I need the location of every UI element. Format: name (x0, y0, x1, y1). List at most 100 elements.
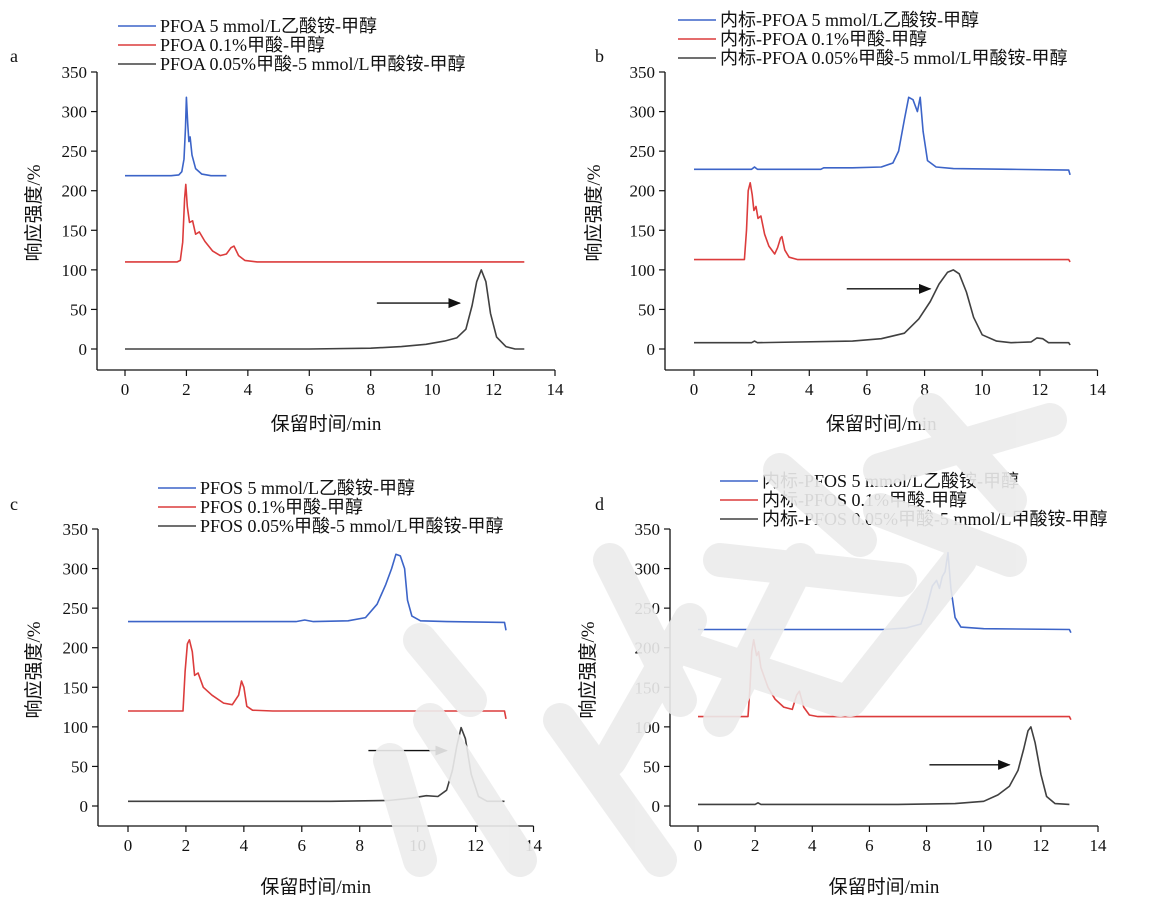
x-tick-label: 4 (240, 836, 249, 855)
y-tick-label: 300 (635, 560, 661, 579)
x-tick-label: 0 (124, 836, 133, 855)
y-tick-label: 200 (635, 639, 661, 658)
series-line (128, 553, 507, 631)
x-axis-label: 保留时间/min (260, 876, 371, 898)
series-line (698, 551, 1072, 634)
x-tick-label: 6 (298, 836, 307, 855)
y-tick-label: 200 (63, 639, 89, 658)
x-tick-label: 6 (865, 836, 874, 855)
legend-entry: 内标-PFOS 0.1%甲酸-甲醇 (762, 490, 967, 510)
y-tick-label: 350 (635, 520, 661, 539)
x-tick-label: 8 (922, 836, 931, 855)
legend-entry: 内标-PFOA 5 mmol/L乙酸铵-甲醇 (720, 10, 979, 30)
series-line (698, 639, 1072, 721)
panel-letter: b (595, 46, 604, 66)
x-tick-label: 2 (747, 380, 756, 399)
y-tick-label: 150 (63, 678, 89, 697)
y-tick-label: 250 (62, 142, 88, 161)
series-line (125, 269, 525, 350)
y-tick-label: 50 (71, 757, 88, 776)
y-axis-label: 响应强度/% (23, 621, 45, 718)
y-tick-label: 250 (635, 599, 661, 618)
y-tick-label: 250 (63, 599, 89, 618)
series-line (125, 96, 227, 177)
y-tick-label: 0 (652, 797, 661, 816)
legend-entry: 内标-PFOA 0.1%甲酸-甲醇 (720, 29, 927, 49)
x-tick-label: 14 (1089, 380, 1107, 399)
y-tick-label: 150 (630, 221, 656, 240)
legend-entry: PFOA 5 mmol/L乙酸铵-甲醇 (160, 16, 377, 36)
x-tick-label: 14 (525, 836, 543, 855)
y-axis-label: 响应强度/% (577, 621, 599, 718)
x-tick-label: 14 (1090, 836, 1108, 855)
y-tick-label: 300 (630, 103, 656, 122)
series-line (128, 726, 505, 803)
series-line (694, 96, 1071, 176)
y-axis-label: 响应强度/% (583, 164, 605, 261)
legend-entry: 内标-PFOA 0.05%甲酸-5 mmol/L甲酸铵-甲醇 (720, 48, 1068, 68)
series-line (694, 269, 1071, 346)
x-tick-label: 12 (1031, 380, 1048, 399)
x-tick-label: 0 (694, 836, 703, 855)
y-tick-label: 100 (63, 718, 89, 737)
panel-b: b 0 50 100 150 200 250 300 350 0 2 4 6 8 10 12 14 保留时间/mi… (583, 10, 1107, 435)
y-tick-label: 0 (80, 797, 89, 816)
y-tick-label: 150 (62, 221, 88, 240)
x-tick-label: 10 (975, 836, 992, 855)
x-tick-label: 10 (424, 380, 441, 399)
y-tick-label: 100 (630, 261, 656, 280)
x-tick-label: 14 (547, 380, 565, 399)
x-axis-label: 保留时间/min (826, 413, 937, 435)
x-tick-label: 2 (182, 836, 191, 855)
x-tick-label: 8 (920, 380, 929, 399)
y-tick-label: 50 (70, 300, 87, 319)
y-tick-label: 100 (62, 261, 88, 280)
y-axis-label: 响应强度/% (23, 164, 45, 261)
legend-entry: PFOS 0.1%甲酸-甲醇 (200, 497, 363, 517)
panel-d: d 0 50 100 150 200 250 300 350 0 2 4 6 8 10 12 14 保留时间/mi… (577, 471, 1108, 898)
x-tick-label: 12 (485, 380, 502, 399)
panel-letter: d (595, 494, 604, 514)
x-tick-label: 0 (690, 380, 699, 399)
y-tick-label: 350 (630, 63, 656, 82)
x-tick-label: 6 (305, 380, 314, 399)
x-tick-label: 0 (121, 380, 130, 399)
legend-entry: PFOA 0.05%甲酸-5 mmol/L甲酸铵-甲醇 (160, 54, 466, 74)
y-tick-label: 300 (63, 560, 89, 579)
panel-c: c 0 50 100 150 200 250 300 350 0 2 4 6 8 10 12 14 保留时间/mi… (10, 478, 543, 898)
legend-entry: PFOS 0.05%甲酸-5 mmol/L甲酸铵-甲醇 (200, 516, 504, 536)
y-tick-label: 0 (647, 340, 656, 359)
x-tick-label: 10 (974, 380, 991, 399)
x-axis-label: 保留时间/min (829, 876, 940, 898)
y-tick-label: 50 (638, 300, 655, 319)
y-tick-label: 100 (635, 718, 661, 737)
y-tick-label: 0 (79, 340, 88, 359)
panel-letter: a (10, 46, 18, 66)
y-tick-label: 250 (630, 142, 656, 161)
x-axis-label: 保留时间/min (271, 413, 382, 435)
y-tick-label: 200 (630, 182, 656, 201)
series-line (125, 183, 525, 263)
y-tick-label: 50 (643, 757, 660, 776)
panel-letter: c (10, 494, 18, 514)
legend-entry: 内标-PFOS 0.05%甲酸-5 mmol/L甲酸铵-甲醇 (762, 509, 1108, 529)
x-tick-label: 12 (467, 836, 484, 855)
y-tick-label: 350 (63, 520, 89, 539)
panel-a: a 0 50 100 150 200 250 300 350 0 2 4 6 8 10 12 14 保留时间/mi… (10, 16, 564, 435)
legend-entry: PFOA 0.1%甲酸-甲醇 (160, 35, 325, 55)
x-tick-label: 4 (808, 836, 817, 855)
x-tick-label: 4 (805, 380, 814, 399)
y-tick-label: 350 (62, 63, 88, 82)
x-tick-label: 4 (244, 380, 253, 399)
series-line (128, 639, 507, 720)
legend-entry: 内标-PFOS 5 mmol/L乙酸铵-甲醇 (762, 471, 1019, 491)
y-tick-label: 200 (62, 182, 88, 201)
x-tick-label: 12 (1032, 836, 1049, 855)
y-tick-label: 150 (635, 678, 661, 697)
x-tick-label: 6 (863, 380, 872, 399)
y-tick-label: 300 (62, 103, 88, 122)
series-line (698, 726, 1070, 806)
x-tick-label: 8 (366, 380, 375, 399)
legend-entry: PFOS 5 mmol/L乙酸铵-甲醇 (200, 478, 415, 498)
